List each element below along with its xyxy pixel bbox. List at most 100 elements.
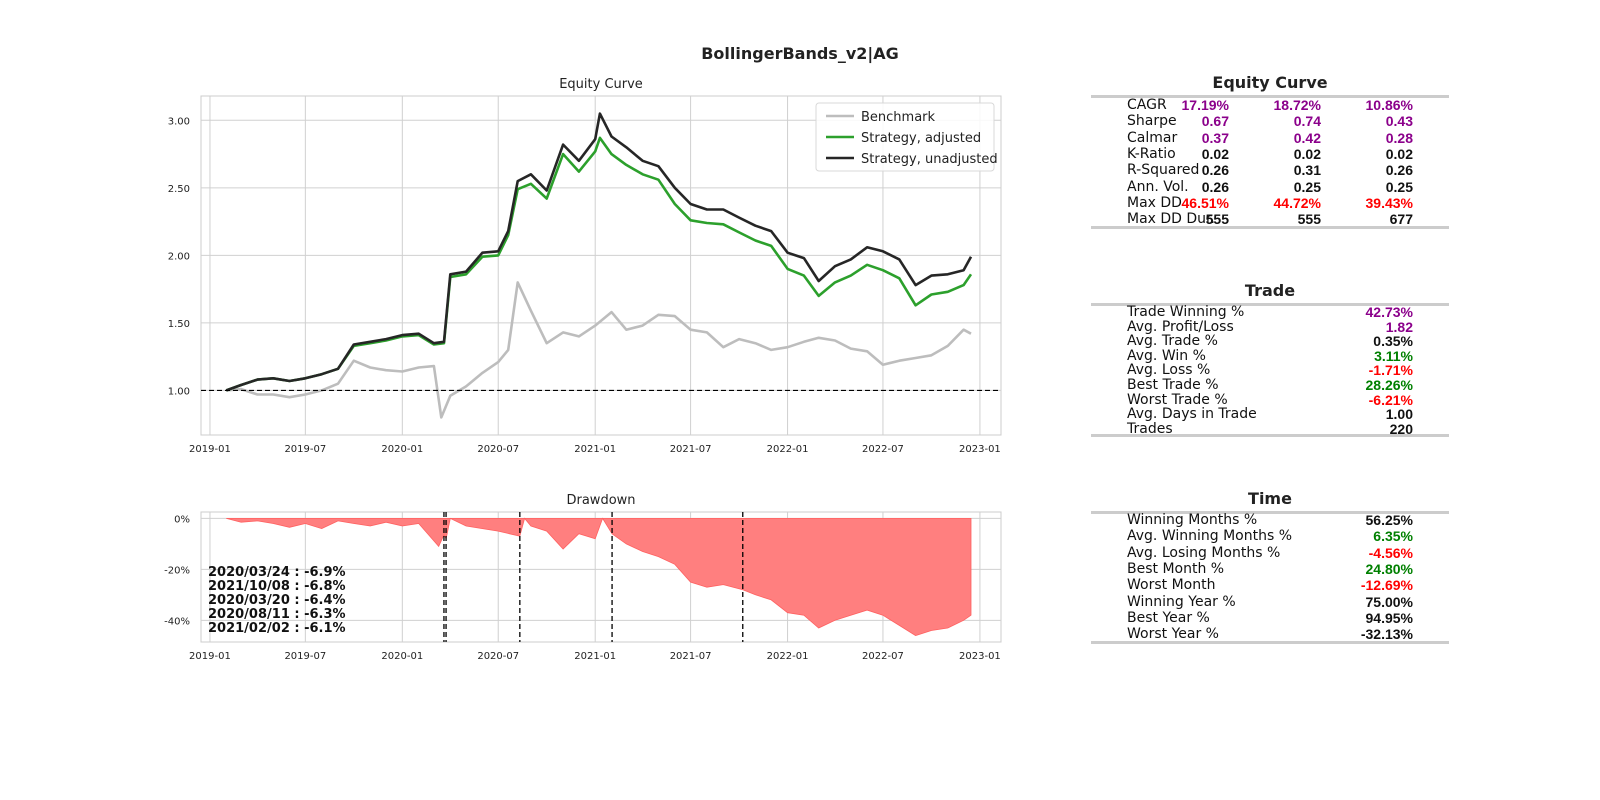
stat-label: Worst Trade %: [1127, 391, 1228, 408]
x-tick-label: 2023-01: [959, 444, 1001, 455]
x-tick-label: 2019-01: [189, 651, 231, 662]
stat-value: 0.74: [1293, 113, 1321, 130]
stat-value: 0.67: [1201, 113, 1229, 130]
stat-value: 0.31: [1293, 162, 1321, 179]
stat-value: 42.73%: [1365, 304, 1413, 320]
x-tick-label: 2022-01: [767, 651, 809, 662]
figure-title: BollingerBands_v2|AG: [701, 44, 899, 63]
x-tick-label: 2020-07: [477, 651, 519, 662]
table-rule: [1091, 641, 1449, 644]
time-stat-row: Worst Month -12.69%: [1127, 577, 1417, 593]
chart-title: Equity Curve: [559, 77, 643, 92]
table-rule: [1091, 95, 1449, 98]
stat-value: 44.72%: [1273, 194, 1321, 211]
stat-value: 10.86%: [1365, 97, 1413, 113]
time-stat-row: Winning Months % 56.25%: [1127, 512, 1417, 528]
stat-label: Avg. Win %: [1127, 347, 1206, 364]
stat-label: Avg. Loss %: [1127, 362, 1211, 379]
trade-stat-row: Avg. Win % 3.11%: [1127, 348, 1417, 364]
strategy-adjusted-line: [225, 136, 973, 392]
x-tick-label: 2020-01: [381, 651, 423, 662]
y-tick-label: -40%: [164, 616, 190, 627]
stat-value: -4.56%: [1368, 544, 1413, 561]
stat-value: -32.13%: [1360, 626, 1413, 643]
stat-label: Winning Year %: [1127, 593, 1236, 610]
table-rule: [1091, 226, 1449, 229]
equity-stat-row: R-Squared 0.26 0.31 0.26: [1127, 162, 1417, 178]
x-tick-label: 2019-07: [284, 444, 326, 455]
y-tick-label: 3.00: [168, 116, 190, 127]
stat-label: Sharpe: [1127, 113, 1177, 130]
x-tick-label: 2022-01: [767, 444, 809, 455]
equity-stat-row: Calmar 0.37 0.42 0.28: [1127, 130, 1417, 146]
stat-value: 0.02: [1293, 145, 1321, 162]
stat-value: 555: [1205, 211, 1229, 228]
y-tick-label: 0%: [174, 514, 190, 525]
drawdown-annotation: 2021/10/08 : -6.8%: [208, 579, 346, 594]
y-tick-label: 1.00: [168, 386, 190, 397]
equity-stat-row: K-Ratio 0.02 0.02 0.02: [1127, 146, 1417, 162]
stat-label: Avg. Winning Months %: [1127, 528, 1293, 545]
drawdown-area: [226, 517, 972, 637]
drawdown-annotation: 2020/08/11 : -6.3%: [208, 607, 346, 622]
stat-value: 0.28: [1385, 129, 1413, 146]
equity-stat-row: Max DD 46.51% 44.72% 39.43%: [1127, 195, 1417, 211]
time-stat-row: Avg. Winning Months % 6.35%: [1127, 528, 1417, 544]
y-tick-label: -20%: [164, 565, 190, 576]
stat-value: 0.26: [1385, 162, 1413, 179]
x-tick-label: 2019-07: [284, 651, 326, 662]
stat-value: -1.71%: [1368, 362, 1413, 379]
trade-stat-row: Avg. Days in Trade 1.00: [1127, 406, 1417, 422]
stat-label: Worst Month: [1127, 577, 1216, 594]
stat-value: 0.26: [1201, 162, 1229, 179]
drawdown-annotation: 2020/03/20 : -6.4%: [208, 593, 346, 608]
stat-value: 0.25: [1293, 178, 1321, 195]
trade-stat-row: Best Trade % 28.26%: [1127, 377, 1417, 393]
stat-value: 0.42: [1293, 129, 1321, 146]
x-tick-label: 2020-07: [477, 444, 519, 455]
strategy-unadjusted-line: [225, 112, 973, 392]
x-tick-label: 2021-07: [670, 444, 712, 455]
equity-stat-row: Ann. Vol. 0.26 0.25 0.25: [1127, 179, 1417, 195]
time-stat-row: Avg. Losing Months % -4.56%: [1127, 545, 1417, 561]
stat-label: Best Month %: [1127, 560, 1225, 577]
stat-value: 0.37: [1201, 129, 1229, 146]
legend-label: Benchmark: [861, 110, 936, 125]
time-stat-row: Winning Year % 75.00%: [1127, 594, 1417, 610]
x-tick-label: 2021-07: [670, 651, 712, 662]
stat-label: Avg. Profit/Loss: [1127, 318, 1234, 335]
stat-value: 39.43%: [1365, 194, 1413, 211]
stat-label: R-Squared: [1127, 162, 1200, 179]
stat-label: Worst Year %: [1127, 626, 1219, 643]
stat-label: Avg. Days in Trade: [1127, 406, 1257, 423]
trade-table-title: Trade: [1244, 281, 1296, 300]
stat-value: 0.02: [1385, 145, 1413, 162]
x-tick-label: 2019-01: [189, 444, 231, 455]
x-tick-label: 2020-01: [381, 444, 423, 455]
stat-label: Ann. Vol.: [1127, 178, 1189, 195]
time-stat-row: Best Month % 24.80%: [1127, 561, 1417, 577]
stat-value: 75.00%: [1365, 593, 1413, 610]
stat-label: Avg. Losing Months %: [1127, 544, 1281, 561]
time-table-title: Time: [1248, 489, 1292, 508]
stat-value: 46.51%: [1181, 194, 1229, 211]
stat-value: 677: [1389, 211, 1413, 228]
stat-value: 6.35%: [1373, 528, 1413, 545]
time-stat-row: Worst Year % -32.13%: [1127, 626, 1417, 642]
stat-value: 94.95%: [1365, 609, 1413, 626]
stat-label: Max DD Dur.: [1127, 211, 1215, 228]
trade-stat-row: Avg. Loss % -1.71%: [1127, 362, 1417, 378]
equity-stat-row: CAGR 17.19% 18.72% 10.86%: [1127, 97, 1417, 113]
stat-label: K-Ratio: [1127, 145, 1176, 162]
stat-label: Trade Winning %: [1127, 304, 1245, 320]
stat-value: 18.72%: [1273, 97, 1321, 113]
stat-value: 3.11%: [1374, 347, 1413, 364]
trade-stat-row: Worst Trade % -6.21%: [1127, 392, 1417, 408]
stat-value: 1.82: [1385, 318, 1413, 335]
equity-table-title: Equity Curve: [1212, 73, 1328, 92]
stat-label: Winning Months %: [1127, 512, 1258, 528]
stat-label: Avg. Trade %: [1127, 333, 1218, 350]
stat-value: -6.21%: [1368, 391, 1413, 408]
trade-stat-row: Avg. Profit/Loss 1.82: [1127, 319, 1417, 335]
equity-stat-row: Max DD Dur. 555 555 677: [1127, 211, 1417, 227]
